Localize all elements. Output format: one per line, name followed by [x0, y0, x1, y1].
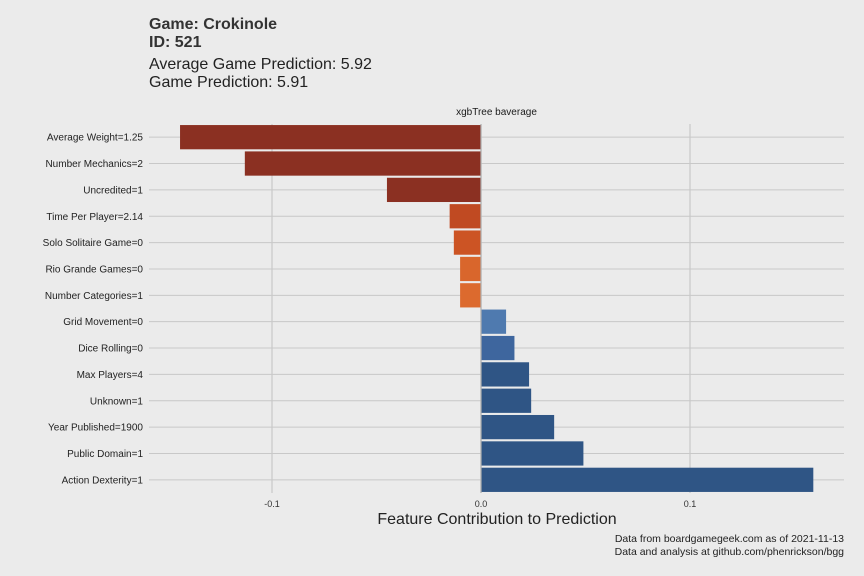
bar: [481, 467, 814, 492]
y-tick-label: Number Categories=1: [45, 291, 144, 302]
bar: [481, 441, 584, 466]
y-tick-label: Solo Solitaire Game=0: [43, 238, 144, 249]
y-tick-label: Rio Grande Games=0: [45, 264, 143, 275]
average-game-prediction: Average Game Prediction: 5.92: [149, 56, 372, 73]
bar: [449, 204, 481, 229]
game-id: ID: 521: [149, 34, 202, 51]
y-tick-label: Grid Movement=0: [63, 317, 143, 328]
y-tick-label: Max Players=4: [77, 370, 144, 381]
y-tick-label: Unknown=1: [90, 396, 144, 407]
caption-analysis: Data and analysis at github.com/phenrick…: [614, 546, 844, 558]
bar: [481, 388, 532, 413]
caption-source: Data from boardgamegeek.com as of 2021-1…: [614, 533, 844, 545]
bar: [460, 283, 481, 308]
bar: [386, 177, 481, 203]
facet-label: xgbTree baverage: [456, 107, 537, 118]
game-title: Game: Crokinole: [149, 16, 278, 33]
bar: [244, 151, 481, 176]
y-tick-label: Uncredited=1: [83, 185, 143, 196]
x-axis-title: Feature Contribution to Prediction: [377, 511, 616, 528]
y-tick-label: Action Dexterity=1: [62, 475, 144, 486]
bar: [481, 362, 530, 387]
y-tick-label: Year Published=1900: [48, 423, 143, 434]
bar: [460, 256, 481, 282]
y-tick-label: Average Weight=1.25: [47, 133, 144, 144]
bar: [481, 335, 515, 361]
bar: [453, 230, 481, 255]
y-tick-label: Time Per Player=2.14: [46, 212, 143, 223]
game-prediction: Game Prediction: 5.91: [149, 74, 309, 91]
bar: [481, 309, 507, 334]
bar: [180, 125, 482, 150]
x-tick-label: -0.1: [264, 499, 280, 509]
y-tick-label: Number Mechanics=2: [45, 159, 143, 170]
y-tick-label: Dice Rolling=0: [78, 344, 143, 355]
x-tick-label: 0.0: [475, 499, 488, 509]
bar: [481, 414, 555, 440]
x-tick-label: 0.1: [684, 499, 697, 509]
y-tick-label: Public Domain=1: [67, 449, 143, 460]
